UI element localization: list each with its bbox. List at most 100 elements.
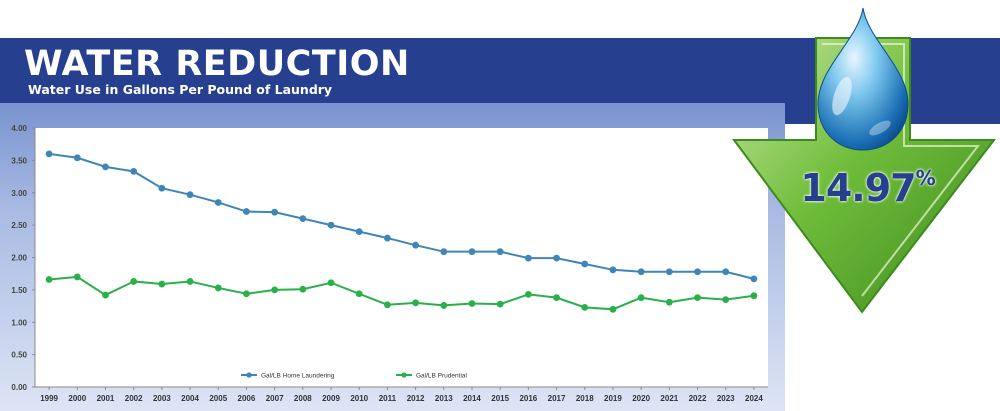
data-point-prudential: [45, 276, 53, 283]
data-point-home-laundering: [384, 234, 391, 242]
data-point-prudential: [665, 298, 673, 306]
data-point-home-laundering: [440, 248, 448, 256]
x-tick-label: 2023: [717, 394, 735, 403]
x-tick-label: 2013: [435, 394, 453, 403]
x-tick-label: 2012: [407, 394, 425, 403]
data-point-home-laundering: [722, 268, 730, 276]
data-point-home-laundering: [750, 275, 758, 283]
arrow-shape: [732, 37, 997, 314]
data-point-prudential: [271, 286, 279, 294]
data-point-prudential: [440, 302, 448, 309]
data-point-prudential: [186, 278, 194, 285]
data-point-home-laundering: [186, 191, 194, 199]
x-tick-label: 2020: [632, 394, 650, 403]
data-point-prudential: [581, 303, 589, 311]
data-point-prudential: [102, 291, 109, 299]
y-tick-label: 0.00: [11, 383, 27, 392]
data-point-home-laundering: [102, 163, 109, 171]
y-tick-label: 3.00: [11, 189, 27, 198]
x-tick-label: 2011: [379, 394, 397, 403]
x-tick-label: 2015: [491, 394, 509, 403]
x-tick-label: 2007: [266, 394, 284, 403]
data-point-prudential: [694, 294, 701, 302]
data-point-prudential: [609, 305, 617, 313]
data-point-prudential: [73, 273, 81, 281]
y-tick-label: 1.50: [11, 286, 27, 295]
x-tick-label: 2000: [68, 394, 86, 403]
legend-label-prudential: Gal/LB Prudential: [416, 373, 468, 380]
data-point-prudential: [214, 284, 222, 292]
x-tick-label: 1999: [40, 394, 58, 403]
data-point-home-laundering: [73, 154, 81, 162]
data-point-home-laundering: [214, 199, 222, 206]
x-tick-label: 2016: [519, 394, 537, 403]
page-title: WATER REDUCTION: [24, 44, 410, 84]
x-tick-label: 2009: [322, 394, 340, 403]
percent-sign: %: [915, 166, 936, 190]
data-point-home-laundering: [271, 208, 279, 216]
plot-area: [35, 128, 768, 387]
data-point-home-laundering: [524, 254, 532, 262]
x-tick-label: 2006: [238, 394, 256, 403]
x-tick-label: 2004: [181, 394, 199, 403]
data-point-home-laundering: [158, 184, 166, 192]
x-tick-label: 2001: [97, 394, 115, 403]
data-point-prudential: [637, 294, 645, 302]
reduction-percentage: 14.97%: [788, 166, 948, 210]
x-tick-label: 2022: [689, 394, 707, 403]
data-point-home-laundering: [45, 150, 53, 158]
data-point-prudential: [384, 301, 391, 309]
data-point-prudential: [496, 300, 504, 308]
data-point-prudential: [468, 300, 476, 307]
reduction-value: 14.97: [800, 166, 916, 210]
data-point-home-laundering: [496, 248, 504, 256]
water-drop-icon: [817, 7, 909, 151]
x-tick-label: 2003: [153, 394, 171, 403]
chart-subtitle: Water Use in Gallons Per Pound of Laundr…: [28, 82, 333, 97]
legend-marker-prudential: [401, 372, 407, 378]
series-line-home-laundering: [48, 152, 755, 280]
x-tick-label: 2008: [294, 394, 312, 403]
data-point-home-laundering: [609, 266, 617, 274]
data-point-home-laundering: [327, 221, 335, 229]
data-point-home-laundering: [637, 268, 645, 276]
series-line-prudential: [49, 275, 755, 311]
data-point-home-laundering: [665, 268, 673, 276]
x-tick-label: 2010: [350, 394, 368, 403]
x-tick-label: 2014: [463, 394, 481, 403]
y-tick-label: 4.00: [11, 124, 27, 133]
legend-marker-home-laundering: [246, 372, 252, 378]
data-point-prudential: [130, 278, 138, 285]
data-point-prudential: [243, 290, 250, 298]
data-point-prudential: [722, 296, 730, 303]
x-tick-label: 2005: [209, 394, 227, 403]
data-point-prudential: [355, 290, 363, 298]
data-point-prudential: [524, 291, 532, 298]
data-point-prudential: [553, 294, 560, 302]
x-tick-label: 2021: [660, 394, 678, 403]
y-tick-label: 0.50: [11, 351, 27, 360]
data-point-home-laundering: [468, 248, 476, 256]
data-point-home-laundering: [581, 260, 589, 268]
data-point-prudential: [299, 285, 307, 293]
data-point-home-laundering: [299, 215, 307, 223]
y-tick-label: 2.50: [11, 221, 27, 230]
y-tick-label: 3.50: [11, 156, 27, 165]
down-arrow-icon: [732, 7, 997, 314]
y-tick-label: 1.00: [11, 318, 27, 327]
data-point-prudential: [327, 279, 335, 287]
data-point-home-laundering: [553, 254, 560, 262]
data-point-prudential: [750, 292, 758, 300]
data-point-home-laundering: [412, 241, 419, 249]
water-use-line-chart: 0.00 0.50 1.00 1.50 2.00 2.50 3.00 3.50 4.00 1999…: [11, 124, 768, 403]
data-point-home-laundering: [694, 268, 701, 276]
x-tick-label: 2017: [548, 394, 566, 403]
x-tick-label: 2018: [576, 394, 594, 403]
data-point-prudential: [412, 299, 419, 307]
legend-label-home-laundering: Gal/LB Home Laundering: [261, 373, 335, 380]
x-tick-label: 2024: [745, 394, 763, 403]
y-tick-label: 2.00: [11, 254, 27, 263]
x-tick-label: 2019: [604, 394, 622, 403]
x-tick-label: 2002: [125, 394, 143, 403]
data-point-prudential: [158, 280, 166, 288]
